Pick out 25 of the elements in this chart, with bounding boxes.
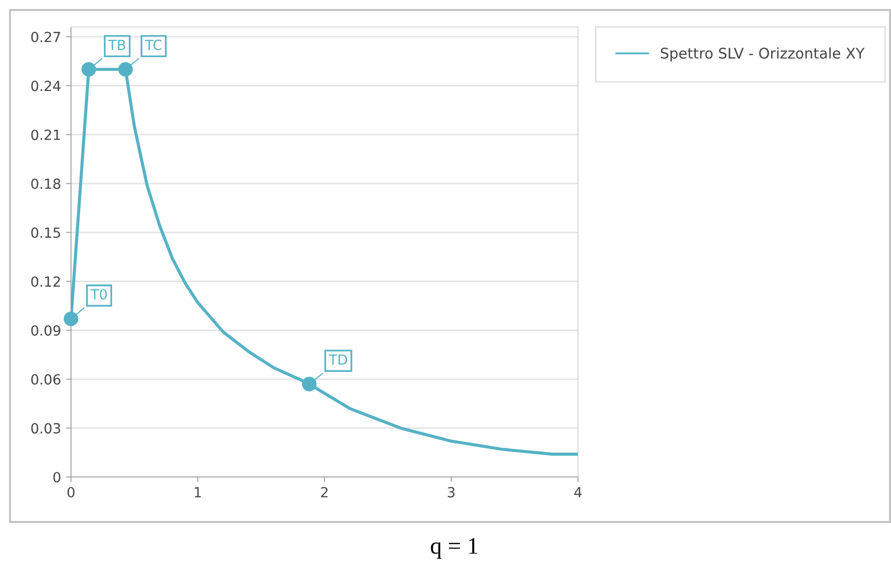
y-tick-label: 0.09 (31, 325, 60, 336)
annotation: TC (144, 40, 162, 50)
y-tick-label: 0.15 (31, 227, 60, 238)
point (118, 62, 133, 77)
x-tick-label: 3 (448, 486, 455, 498)
y-tick-label: 0.18 (31, 178, 60, 189)
text: q = 1 (430, 538, 478, 559)
annotation: T0 (90, 289, 107, 300)
y-tick-label: 0.12 (31, 276, 60, 287)
point (81, 62, 96, 77)
y-tick-label: 0.24 (31, 80, 60, 92)
y-tick-label: 0 (53, 472, 60, 482)
x-tick-label: 2 (321, 486, 328, 498)
annotation: TD (328, 354, 348, 365)
point (64, 312, 78, 326)
y-tick-label: 0.06 (31, 374, 60, 385)
y-tick-label: 0.27 (31, 32, 60, 42)
legend-label: Spettro SLV - Orizzontale XY (660, 47, 865, 62)
x-tick-label: 1 (194, 487, 201, 498)
y-tick-label: 0.03 (31, 423, 60, 434)
x-tick-label: 4 (574, 487, 582, 498)
annotation: TB (108, 40, 126, 50)
x-tick-label: 0 (67, 486, 74, 498)
point (302, 376, 317, 392)
y-tick-label: 0.21 (31, 130, 60, 140)
